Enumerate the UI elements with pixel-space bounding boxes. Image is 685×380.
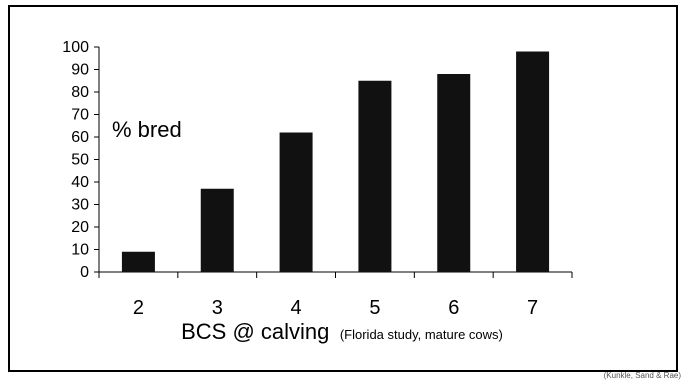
bar-bcs-7: [516, 51, 550, 272]
x-axis-title: BCS @ calving: [181, 319, 329, 344]
y-tick-label: 40: [71, 174, 89, 191]
bar-bcs-2: [121, 251, 155, 272]
x-axis: 2 3 4 5 6 7: [98, 271, 573, 319]
y-tick-label: 80: [71, 84, 89, 101]
y-tick-label: 50: [71, 152, 89, 169]
y-tick-label: 10: [71, 242, 89, 259]
x-tick-label: 6: [448, 297, 459, 319]
source-credit: (Kunkle, Sand & Rae): [603, 371, 681, 380]
y-tick-label: 90: [71, 62, 89, 79]
y-axis-label: % bred: [112, 117, 182, 142]
bar-bcs-4: [279, 132, 313, 272]
bar-bcs-6: [437, 74, 471, 272]
y-tick-label: 0: [80, 264, 89, 281]
y-tick-label: 60: [71, 129, 89, 146]
x-tick-label: 2: [133, 297, 144, 319]
y-axis: 0 10 20 30 40 50 60 70 80 90 100: [62, 39, 100, 281]
chart-frame: [8, 5, 678, 372]
y-tick-label: 70: [71, 107, 89, 124]
x-tick-label: 5: [369, 297, 380, 319]
x-axis-note: (Florida study, mature cows): [340, 327, 503, 342]
y-tick-label: 20: [71, 219, 89, 236]
x-tick-label: 7: [527, 297, 538, 319]
y-tick-label: 100: [62, 39, 89, 56]
bar-bcs-3: [200, 188, 234, 272]
bars: [121, 51, 550, 272]
x-tick-label: 3: [212, 297, 223, 319]
bar-bcs-5: [358, 80, 392, 272]
x-tick-label: 4: [291, 297, 302, 319]
x-axis-label: BCS @ calving (Florida study, mature cow…: [181, 319, 503, 344]
y-tick-label: 30: [71, 197, 89, 214]
